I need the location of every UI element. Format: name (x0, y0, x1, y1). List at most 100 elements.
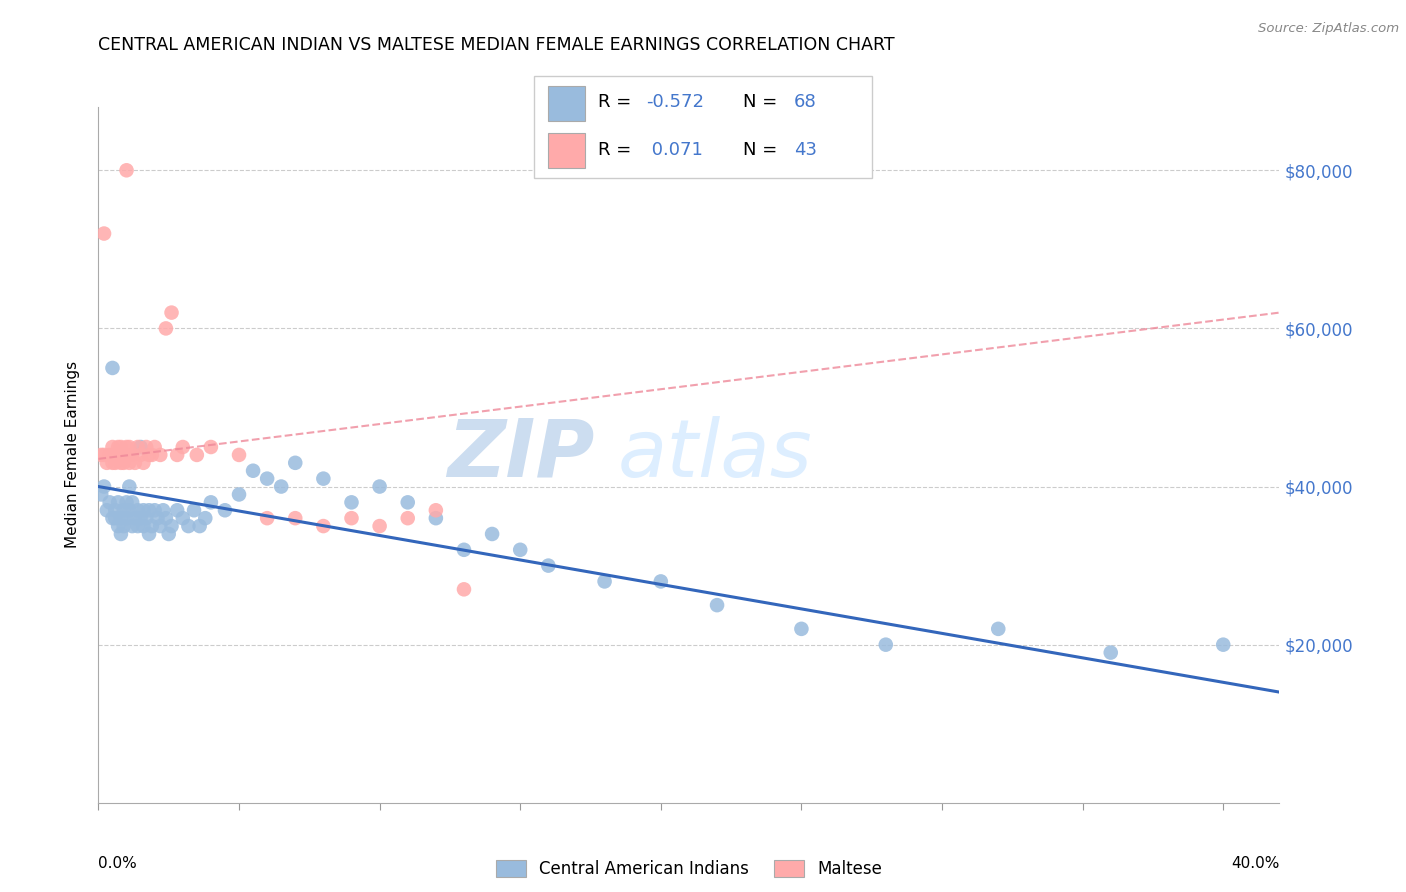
Point (396, 511, 419, 525)
Point (987, 622, 1010, 636)
Point (107, 519, 129, 533)
Point (368, 519, 391, 533)
Point (509, 542, 531, 557)
Text: atlas: atlas (619, 416, 813, 494)
Point (127, 519, 149, 533)
Point (115, 440, 138, 454)
Point (146, 511, 169, 525)
Text: 0.071: 0.071 (645, 141, 703, 159)
Point (186, 448, 208, 462)
Point (132, 519, 155, 533)
Point (107, 495, 129, 509)
Point (112, 456, 135, 470)
Point (96, 503, 118, 517)
Point (425, 503, 447, 517)
Text: N =: N = (744, 94, 783, 112)
Point (93, 448, 115, 462)
Point (104, 503, 127, 517)
Point (172, 440, 194, 454)
Point (90, 448, 112, 462)
Point (110, 440, 132, 454)
Point (127, 503, 149, 517)
Point (115, 163, 138, 178)
Point (157, 527, 180, 541)
Point (135, 440, 157, 454)
Text: 43: 43 (794, 141, 817, 159)
Point (121, 448, 143, 462)
Text: 68: 68 (794, 94, 817, 112)
Point (172, 511, 194, 525)
Point (101, 361, 124, 376)
Point (340, 511, 363, 525)
Point (101, 456, 124, 470)
Text: -0.572: -0.572 (645, 94, 703, 112)
Point (112, 503, 135, 517)
Text: 40.0%: 40.0% (1232, 856, 1279, 871)
Point (312, 472, 335, 486)
Point (129, 440, 152, 454)
Text: Source: ZipAtlas.com: Source: ZipAtlas.com (1258, 22, 1399, 36)
Point (93, 227, 115, 241)
Point (129, 448, 152, 462)
Point (118, 456, 141, 470)
Point (188, 519, 211, 533)
Legend: Central American Indians, Maltese: Central American Indians, Maltese (489, 854, 889, 885)
Point (537, 558, 560, 573)
Point (256, 511, 278, 525)
Point (101, 440, 124, 454)
Point (118, 479, 141, 493)
Point (155, 511, 177, 525)
Point (141, 519, 163, 533)
Point (98, 448, 121, 462)
Point (110, 511, 132, 525)
Point (1099, 646, 1122, 660)
Text: R =: R = (599, 94, 637, 112)
Text: R =: R = (599, 141, 637, 159)
Point (228, 487, 250, 501)
Point (118, 440, 141, 454)
Point (96, 456, 118, 470)
Point (425, 511, 447, 525)
Point (138, 527, 160, 541)
Point (166, 448, 188, 462)
Point (124, 511, 146, 525)
Text: CENTRAL AMERICAN INDIAN VS MALTESE MEDIAN FEMALE EARNINGS CORRELATION CHART: CENTRAL AMERICAN INDIAN VS MALTESE MEDIA… (98, 36, 896, 54)
Y-axis label: Median Female Earnings: Median Female Earnings (65, 361, 80, 549)
Point (104, 511, 127, 525)
Point (368, 479, 391, 493)
Point (104, 448, 127, 462)
Point (706, 598, 728, 612)
Point (90, 487, 112, 501)
Point (149, 448, 172, 462)
Point (110, 456, 132, 470)
Point (118, 503, 141, 517)
Point (110, 527, 132, 541)
Point (270, 479, 292, 493)
Point (593, 574, 616, 589)
FancyBboxPatch shape (548, 133, 585, 168)
Point (177, 519, 200, 533)
Point (650, 574, 672, 589)
Point (121, 495, 143, 509)
Point (143, 440, 166, 454)
Point (152, 503, 174, 517)
Point (340, 495, 363, 509)
Text: N =: N = (744, 141, 783, 159)
Point (141, 448, 163, 462)
Point (396, 495, 419, 509)
Text: ZIP: ZIP (447, 416, 595, 494)
Point (115, 511, 138, 525)
Point (104, 456, 127, 470)
Point (194, 511, 217, 525)
Point (481, 527, 503, 541)
Point (138, 503, 160, 517)
Text: 0.0%: 0.0% (98, 856, 138, 871)
Point (121, 519, 143, 533)
Point (214, 503, 236, 517)
Point (200, 440, 222, 454)
Point (112, 448, 135, 462)
Point (256, 472, 278, 486)
Point (115, 448, 138, 462)
Point (160, 305, 183, 319)
Point (166, 503, 188, 517)
